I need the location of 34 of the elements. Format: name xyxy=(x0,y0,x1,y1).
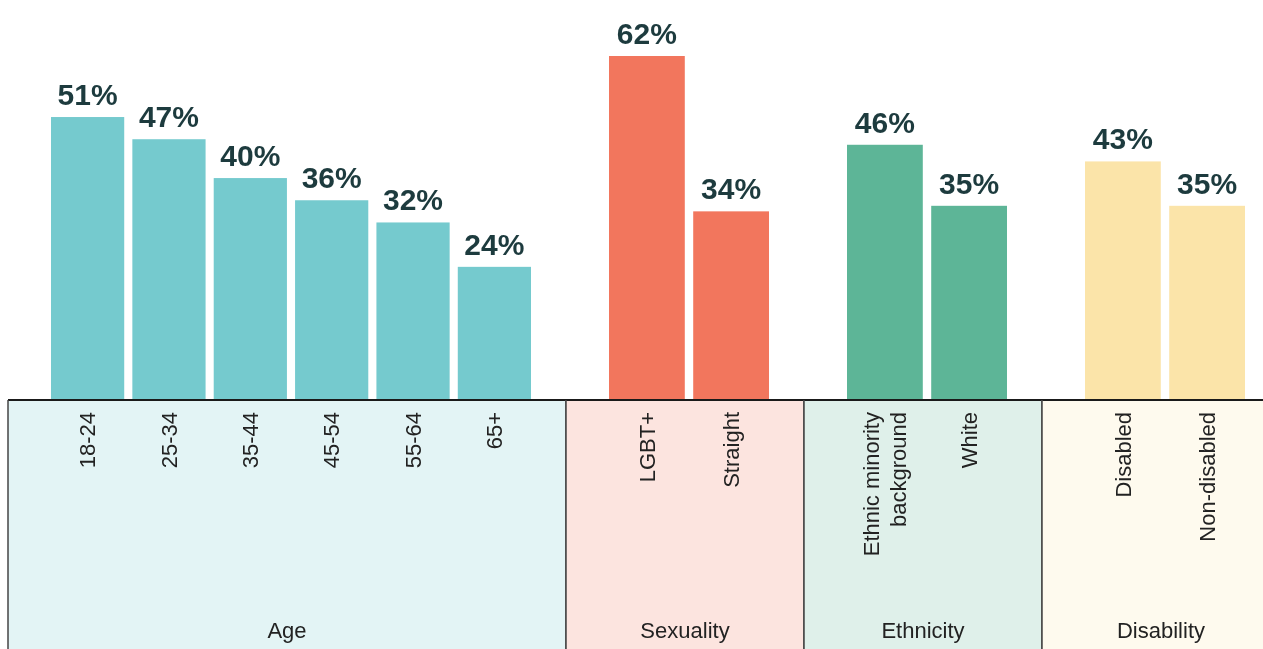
data-label: 35% xyxy=(1177,166,1238,200)
x-tick-label: Ethnic minority background xyxy=(859,412,912,557)
x-tick-label: 25-34 xyxy=(156,412,182,469)
bar xyxy=(376,222,450,400)
data-label: 40% xyxy=(220,139,281,173)
bar xyxy=(132,139,206,400)
x-tick-label: Non-disabled xyxy=(1194,412,1220,542)
x-tick-label: White xyxy=(956,412,982,469)
data-label: 36% xyxy=(301,161,362,195)
x-tick-label: 45-54 xyxy=(319,412,345,469)
bar xyxy=(295,200,369,400)
data-label: 51% xyxy=(57,78,118,112)
data-label: 46% xyxy=(854,105,915,139)
x-tick-label: 18-24 xyxy=(75,412,101,469)
x-axis-title: Sexuality xyxy=(640,618,730,643)
x-axis-title: Age xyxy=(267,618,307,643)
bar xyxy=(457,266,531,400)
x-tick-label: 65+ xyxy=(482,412,508,450)
bar xyxy=(213,178,287,400)
x-tick-label: Straight xyxy=(718,412,744,488)
bar xyxy=(51,117,125,400)
data-label: 24% xyxy=(464,227,525,261)
x-tick-label: 55-64 xyxy=(400,412,426,469)
data-label: 47% xyxy=(138,100,199,134)
x-tick-label: 35-44 xyxy=(238,412,264,469)
x-tick-label: LGBT+ xyxy=(634,412,660,483)
data-label: 43% xyxy=(1092,122,1153,156)
data-label: 62% xyxy=(616,17,677,50)
x-axis-title: Disability xyxy=(1116,618,1206,643)
x-tick-label: Disabled xyxy=(1110,412,1136,498)
data-label: 32% xyxy=(383,183,444,217)
x-axis-title: Ethnicity xyxy=(881,618,965,643)
data-label: 34% xyxy=(701,172,762,206)
data-label: 35% xyxy=(939,166,1000,200)
